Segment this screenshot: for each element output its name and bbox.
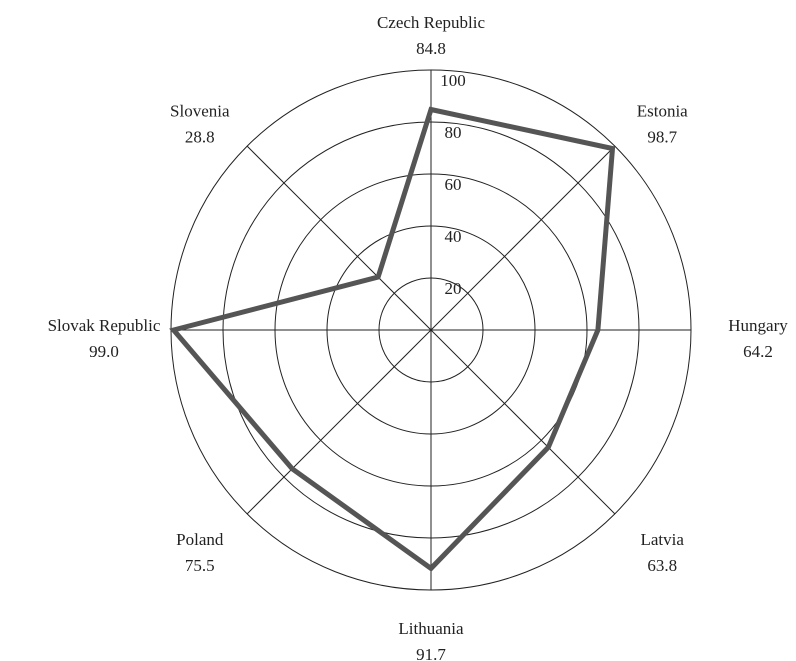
category-label: Slovenia <box>170 102 230 121</box>
value-label: 75.5 <box>185 556 215 575</box>
category-label: Czech Republic <box>377 13 486 32</box>
y-tick-label: 40 <box>445 227 462 246</box>
spoke <box>246 145 432 331</box>
y-tick-label: 20 <box>445 279 462 298</box>
value-label: 99.0 <box>89 342 119 361</box>
category-label: Latvia <box>641 530 685 549</box>
value-label: 28.8 <box>185 128 215 147</box>
spoke <box>246 329 432 515</box>
value-label: 98.7 <box>647 128 677 147</box>
spoke <box>430 145 616 331</box>
grid-circle <box>326 225 536 435</box>
data-line <box>169 106 616 572</box>
spoke <box>430 329 616 515</box>
category-label: Lithuania <box>398 619 464 638</box>
grid-circle <box>222 121 640 539</box>
value-label: 63.8 <box>647 556 677 575</box>
category-label: Slovak Republic <box>48 316 161 335</box>
y-tick-label: 100 <box>440 71 466 90</box>
category-label: Estonia <box>637 102 688 121</box>
grid-circle <box>274 173 588 487</box>
value-label: 91.7 <box>416 645 446 661</box>
y-tick-label: 80 <box>445 123 462 142</box>
category-label: Hungary <box>728 316 788 335</box>
y-tick-label: 60 <box>445 175 462 194</box>
value-label: 64.2 <box>743 342 773 361</box>
value-label: 84.8 <box>416 39 446 58</box>
category-label: Poland <box>176 530 224 549</box>
grid-circle <box>378 277 484 383</box>
